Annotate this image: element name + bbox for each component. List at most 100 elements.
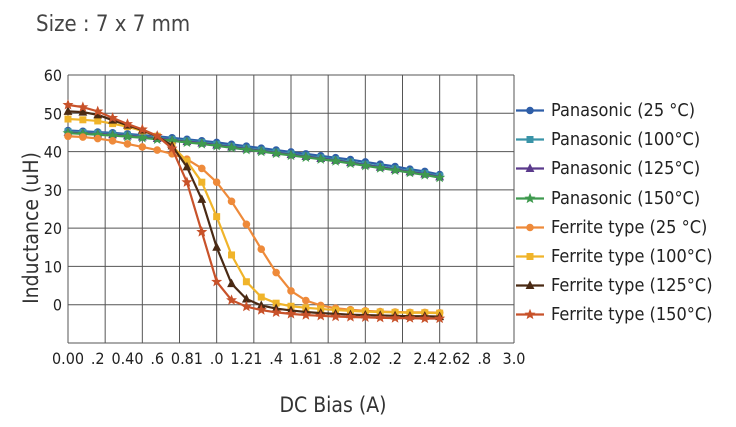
x-tick-label: .8 bbox=[477, 349, 491, 368]
x-tick-label: 0.81 bbox=[171, 349, 203, 368]
legend-marker bbox=[526, 252, 534, 260]
data-point bbox=[240, 143, 252, 155]
legend-swatch bbox=[516, 136, 544, 144]
legend-marker bbox=[526, 136, 534, 144]
legend-marker bbox=[524, 192, 536, 203]
data-point bbox=[242, 220, 251, 229]
x-tick-label: .4 bbox=[269, 349, 283, 368]
data-point bbox=[404, 312, 416, 323]
y-tick-label: 40 bbox=[44, 143, 62, 162]
legend-label: Panasonic (100°C) bbox=[551, 129, 701, 151]
data-point bbox=[270, 147, 282, 159]
size-label: Size : 7 x 7 mm bbox=[36, 12, 191, 37]
data-point bbox=[359, 159, 371, 171]
data-point bbox=[211, 275, 223, 287]
data-point bbox=[213, 213, 221, 221]
data-point bbox=[181, 176, 193, 187]
legend-swatch bbox=[516, 223, 544, 232]
legend-marker bbox=[524, 309, 536, 320]
data-point bbox=[255, 145, 267, 157]
data-point bbox=[79, 116, 87, 124]
y-axis-title: Inductance (uH) bbox=[19, 152, 43, 304]
y-tick-label: 20 bbox=[44, 219, 62, 238]
data-point bbox=[198, 164, 206, 173]
data-point bbox=[240, 300, 252, 312]
data-point bbox=[121, 118, 133, 129]
legend: Panasonic (25 °C) Panasonic (100°C) Panaso… bbox=[514, 96, 729, 330]
data-point bbox=[374, 162, 386, 173]
data-point bbox=[212, 178, 221, 186]
legend-item: Ferrite type (150°C) bbox=[514, 300, 729, 329]
data-point bbox=[79, 133, 87, 141]
data-point bbox=[196, 226, 208, 237]
legend-swatch bbox=[516, 106, 544, 115]
data-point bbox=[138, 143, 147, 151]
legend-swatch bbox=[516, 280, 544, 290]
data-point bbox=[359, 311, 371, 323]
data-point bbox=[272, 268, 280, 277]
data-point bbox=[255, 304, 267, 315]
data-point bbox=[285, 149, 297, 161]
legend-marker bbox=[526, 223, 534, 232]
data-point bbox=[330, 310, 342, 322]
data-point bbox=[93, 134, 102, 143]
data-point bbox=[270, 306, 282, 318]
data-point bbox=[212, 242, 222, 251]
legend-item: Panasonic (125°C) bbox=[514, 154, 729, 183]
data-point bbox=[123, 140, 132, 148]
legend-swatch bbox=[516, 309, 544, 320]
data-point bbox=[404, 166, 416, 178]
x-tick-label: 0.40 bbox=[111, 349, 143, 368]
data-point bbox=[287, 287, 295, 295]
data-point bbox=[242, 278, 250, 286]
x-tick-label: 3.0 bbox=[503, 349, 526, 368]
data-point bbox=[108, 137, 117, 145]
legend-item: Panasonic (25 °C) bbox=[514, 96, 729, 125]
legend-swatch bbox=[516, 163, 544, 173]
data-point bbox=[136, 123, 148, 135]
data-point bbox=[198, 178, 206, 186]
legend-label: Ferrite type (100°C) bbox=[551, 245, 713, 267]
x-tick-label: .0 bbox=[210, 349, 224, 368]
data-point bbox=[419, 169, 431, 180]
data-point bbox=[300, 309, 312, 320]
data-point bbox=[92, 105, 104, 117]
x-tick-label: 1.61 bbox=[290, 349, 322, 368]
data-point bbox=[257, 293, 265, 301]
data-point bbox=[64, 115, 72, 123]
data-point bbox=[107, 112, 119, 123]
data-point bbox=[285, 308, 297, 319]
data-point bbox=[330, 155, 342, 166]
data-point bbox=[62, 99, 74, 110]
data-point bbox=[302, 296, 310, 305]
y-tick-label: 50 bbox=[44, 104, 62, 123]
legend-item: Ferrite type (100°C) bbox=[514, 242, 729, 271]
data-point bbox=[344, 157, 356, 169]
series-8 bbox=[62, 99, 446, 324]
legend-item: Ferrite type (25 °C) bbox=[514, 213, 729, 242]
data-point bbox=[434, 312, 446, 324]
data-point bbox=[227, 278, 236, 288]
data-point bbox=[196, 138, 208, 149]
legend-label: Ferrite type (25 °C) bbox=[551, 216, 708, 238]
data-point bbox=[197, 194, 207, 203]
x-axis-title: DC Bias (A) bbox=[279, 393, 386, 417]
legend-item: Panasonic (100°C) bbox=[514, 125, 729, 154]
y-tick-label: 30 bbox=[44, 181, 62, 200]
data-point bbox=[136, 132, 148, 143]
data-point bbox=[315, 310, 327, 321]
data-point bbox=[227, 197, 236, 206]
data-point bbox=[121, 130, 133, 142]
data-point bbox=[419, 312, 431, 324]
legend-label: Panasonic (25 °C) bbox=[551, 100, 696, 121]
x-tick-label: 2.02 bbox=[349, 349, 381, 368]
legend-label: Ferrite type (125°C) bbox=[551, 275, 713, 297]
data-point bbox=[226, 141, 238, 153]
y-tick-label: 0 bbox=[53, 296, 62, 315]
data-point bbox=[434, 171, 446, 183]
data-point bbox=[77, 101, 89, 112]
legend-marker bbox=[525, 280, 535, 290]
data-point bbox=[389, 164, 401, 176]
data-point bbox=[257, 245, 266, 253]
data-point bbox=[94, 117, 102, 125]
